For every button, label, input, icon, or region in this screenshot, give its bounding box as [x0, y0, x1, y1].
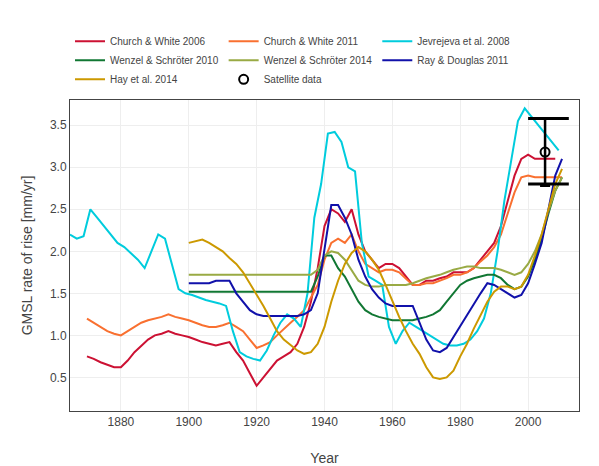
svg-text:2000: 2000	[515, 415, 542, 429]
svg-text:1.0: 1.0	[50, 329, 67, 343]
svg-text:1880: 1880	[108, 415, 135, 429]
svg-text:2.5: 2.5	[50, 202, 67, 216]
svg-text:Wenzel & Schröter 2014: Wenzel & Schröter 2014	[264, 55, 373, 66]
svg-text:Year: Year	[310, 450, 339, 466]
svg-text:2.0: 2.0	[50, 245, 67, 259]
svg-text:1940: 1940	[311, 415, 338, 429]
svg-text:1960: 1960	[379, 415, 406, 429]
svg-text:1920: 1920	[243, 415, 270, 429]
svg-text:0.5: 0.5	[50, 371, 67, 385]
svg-text:Church & White 2011: Church & White 2011	[264, 36, 359, 47]
svg-text:3.0: 3.0	[50, 160, 67, 174]
svg-text:GMSL rate of rise [mm/yr]: GMSL rate of rise [mm/yr]	[19, 176, 35, 336]
svg-text:Satellite data: Satellite data	[264, 74, 322, 85]
svg-text:1900: 1900	[175, 415, 202, 429]
svg-text:Wenzel & Schröter 2010: Wenzel & Schröter 2010	[110, 55, 219, 66]
svg-text:1980: 1980	[447, 415, 474, 429]
svg-text:Hay et al. 2014: Hay et al. 2014	[110, 74, 178, 85]
svg-text:3.5: 3.5	[50, 118, 67, 132]
svg-text:Jevrejeva et al. 2008: Jevrejeva et al. 2008	[417, 36, 510, 47]
svg-text:Ray & Douglas 2011: Ray & Douglas 2011	[417, 55, 508, 66]
svg-text:1.5: 1.5	[50, 287, 67, 301]
svg-text:Church & White 2006: Church & White 2006	[110, 36, 205, 47]
